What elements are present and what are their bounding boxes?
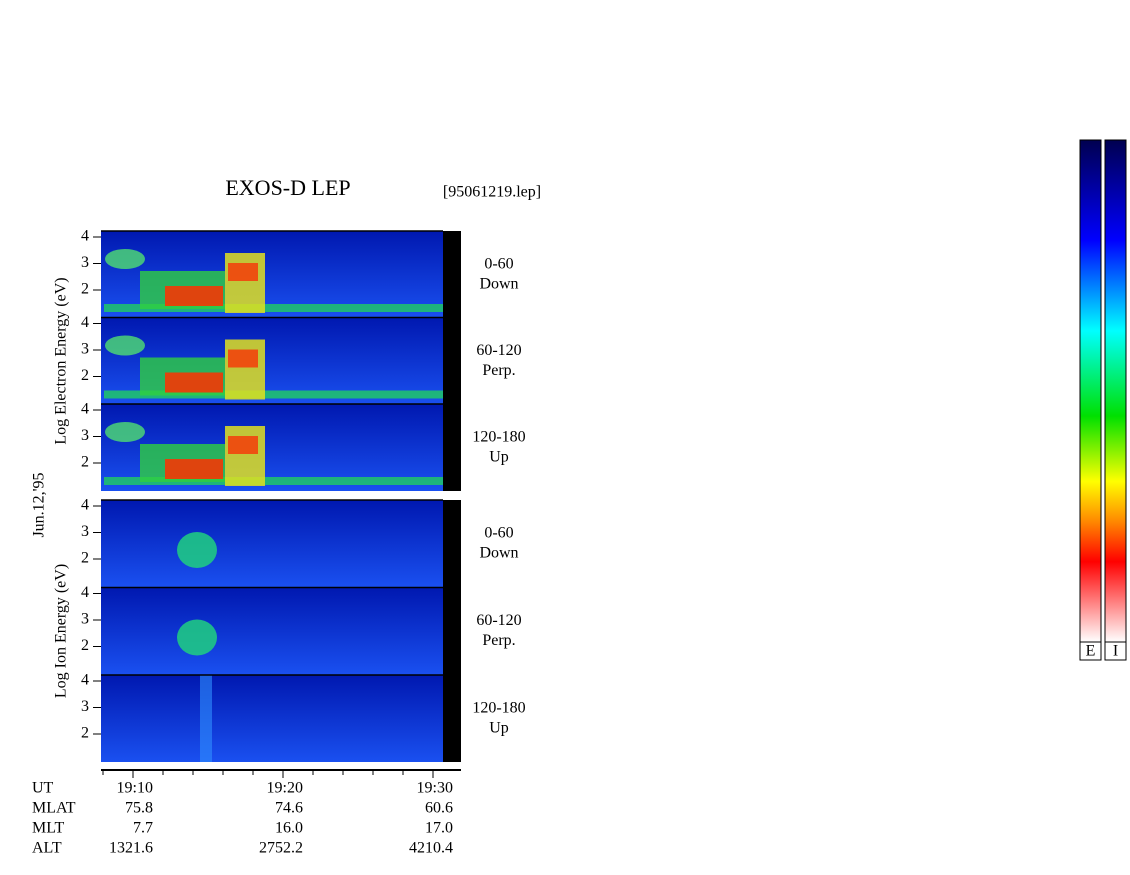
panel-range: 120-180 xyxy=(472,700,525,717)
panel-direction: Up xyxy=(489,720,509,737)
colorbar-label: I xyxy=(1113,643,1118,660)
y-tick-label: 2 xyxy=(81,725,89,742)
blob xyxy=(225,339,265,400)
footer-value: 2752.2 xyxy=(259,840,303,857)
y-tick-label: 2 xyxy=(81,367,89,384)
y-tick-label: 3 xyxy=(81,341,89,358)
footer-value: 1321.6 xyxy=(109,840,153,857)
y-tick-label: 2 xyxy=(81,637,89,654)
blob xyxy=(105,335,145,356)
panel-direction: Down xyxy=(479,545,518,562)
y-tick-label: 2 xyxy=(81,454,89,471)
y-tick-label: 4 xyxy=(81,672,89,689)
streak xyxy=(200,675,212,762)
footer-value: 7.7 xyxy=(133,820,153,837)
colorbar xyxy=(1079,139,1102,643)
y-tick-label: 4 xyxy=(81,228,89,245)
panel-direction: Perp. xyxy=(482,362,515,379)
blob xyxy=(177,532,217,568)
y-tick-label: 3 xyxy=(81,611,89,628)
panel-range: 60-120 xyxy=(476,342,521,359)
y-tick-label: 3 xyxy=(81,427,89,444)
spectrogram xyxy=(101,675,443,762)
blob xyxy=(165,459,223,479)
blob xyxy=(225,253,265,313)
colorbar-label: E xyxy=(1086,643,1096,660)
blob xyxy=(165,372,223,393)
black-strip xyxy=(443,231,461,491)
band xyxy=(104,304,443,312)
blob xyxy=(105,249,145,269)
footer-name: MLAT xyxy=(32,800,76,817)
y-tick-label: 3 xyxy=(81,523,89,540)
footer-name: UT xyxy=(32,780,54,797)
blob xyxy=(228,349,258,368)
blob xyxy=(165,286,223,306)
y-tick-label: 2 xyxy=(81,550,89,567)
band xyxy=(104,390,443,399)
date: Jun.12,'95 xyxy=(31,472,48,537)
blob xyxy=(228,263,258,281)
y-tick-label: 4 xyxy=(81,584,89,601)
panel-range: 0-60 xyxy=(484,256,513,273)
black-strip xyxy=(443,500,461,762)
footer-name: MLT xyxy=(32,820,65,837)
footer-value: 60.6 xyxy=(425,800,453,817)
spectrogram xyxy=(101,587,443,675)
footer-value: 19:30 xyxy=(417,780,453,797)
panel-range: 60-120 xyxy=(476,612,521,629)
panel-range: 0-60 xyxy=(484,525,513,542)
blob xyxy=(105,422,145,442)
y-tick-label: 4 xyxy=(81,497,89,514)
y-tick-label: 3 xyxy=(81,698,89,715)
spectrogram xyxy=(101,500,443,587)
footer-value: 16.0 xyxy=(275,820,303,837)
footer-value: 17.0 xyxy=(425,820,453,837)
panel-direction: Up xyxy=(489,449,509,466)
colorbar-label-box xyxy=(1104,641,1127,661)
footer-value: 19:20 xyxy=(267,780,303,797)
y-tick-label: 2 xyxy=(81,281,89,298)
footer-value: 19:10 xyxy=(117,780,153,797)
group-label: Log Ion Energy (eV) xyxy=(53,564,70,698)
blob xyxy=(228,436,258,454)
title: EXOS-D LEP xyxy=(225,175,350,200)
panel-direction: Perp. xyxy=(482,632,515,649)
group-label: Log Electron Energy (eV) xyxy=(53,277,70,444)
footer-value: 4210.4 xyxy=(409,840,453,857)
blob xyxy=(177,619,217,656)
y-tick-label: 4 xyxy=(81,314,89,331)
footer-value: 74.6 xyxy=(275,800,303,817)
panel-range: 120-180 xyxy=(472,429,525,446)
band xyxy=(104,477,443,485)
y-tick-label: 4 xyxy=(81,401,89,418)
panel-direction: Down xyxy=(479,276,518,293)
blob xyxy=(225,426,265,486)
file-name: [95061219.lep] xyxy=(443,184,541,201)
colorbar-label-box xyxy=(1079,641,1102,661)
footer-value: 75.8 xyxy=(125,800,153,817)
footer-name: ALT xyxy=(32,840,62,857)
colorbar xyxy=(1104,139,1127,643)
y-tick-label: 3 xyxy=(81,254,89,271)
